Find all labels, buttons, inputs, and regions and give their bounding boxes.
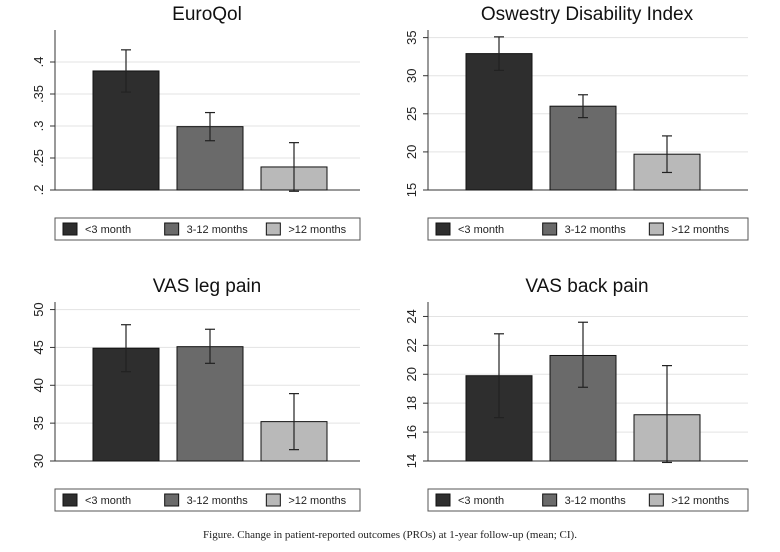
figure-caption: Figure. Change in patient-reported outco…: [203, 529, 577, 541]
legend-box: [427, 488, 749, 512]
legend-label: <3 month: [458, 224, 504, 236]
chart-panel: VAS leg pain 30 35 40 45 50 <3 month 3-12 month…: [31, 276, 361, 512]
y-tick-label: 22: [404, 338, 419, 352]
legend-label: 3-12 months: [565, 224, 627, 236]
legend-label: 3-12 months: [187, 495, 249, 507]
chart-panel: VAS back pain 14 16 18 20 22 24 <3 month 3-12 mo…: [404, 276, 749, 512]
legend-label: >12 months: [288, 224, 346, 236]
legend-label: >12 months: [288, 495, 346, 507]
legend-swatch: [265, 493, 281, 507]
chart-title: VAS back pain: [525, 276, 648, 297]
chart-title: VAS leg pain: [153, 276, 261, 297]
legend-swatch: [164, 222, 180, 236]
legend-label: >12 months: [671, 495, 729, 507]
bar: [465, 53, 533, 191]
chart-panel: Oswestry Disability Index 15 20 25 30 35 <3 mo…: [404, 4, 749, 241]
legend-label: <3 month: [85, 224, 131, 236]
y-tick-label: .35: [31, 85, 46, 103]
bar: [549, 105, 617, 191]
y-tick-label: 15: [404, 183, 419, 197]
y-tick-label: 30: [31, 454, 46, 468]
y-tick-label: 20: [404, 367, 419, 381]
legend-swatch: [435, 493, 451, 507]
legend-swatch: [542, 493, 558, 507]
legend-box: [427, 217, 749, 241]
y-tick-label: .3: [31, 121, 46, 132]
y-tick-label: 35: [31, 416, 46, 430]
y-tick-label: .2: [31, 185, 46, 196]
legend-swatch: [265, 222, 281, 236]
y-tick-label: .4: [31, 57, 46, 68]
y-tick-label: 25: [404, 107, 419, 121]
y-tick-label: 35: [404, 30, 419, 44]
y-tick-label: .25: [31, 149, 46, 167]
bar: [176, 346, 244, 462]
legend-box: [54, 217, 361, 241]
y-tick-label: 18: [404, 396, 419, 410]
legend-label: 3-12 months: [187, 224, 249, 236]
legend-swatch: [648, 222, 664, 236]
y-tick-label: 16: [404, 425, 419, 439]
legend-swatch: [164, 493, 180, 507]
legend-swatch: [62, 222, 78, 236]
y-tick-label: 30: [404, 68, 419, 82]
y-tick-label: 20: [404, 145, 419, 159]
chart-title: Oswestry Disability Index: [481, 4, 694, 25]
chart-panel: EuroQol .2 .25 .3 .35 .4 <3 month 3-12 months >1…: [31, 4, 361, 241]
legend-box: [54, 488, 361, 512]
chart-title: EuroQol: [172, 4, 242, 25]
legend-label: 3-12 months: [565, 495, 627, 507]
legend-swatch: [435, 222, 451, 236]
y-tick-label: 45: [31, 340, 46, 354]
y-tick-label: 40: [31, 378, 46, 392]
legend-swatch: [542, 222, 558, 236]
legend-swatch: [62, 493, 78, 507]
y-tick-label: 24: [404, 309, 419, 323]
legend-label: <3 month: [85, 495, 131, 507]
y-tick-label: 14: [404, 454, 419, 468]
chart-panels: EuroQol .2 .25 .3 .35 .4 <3 month 3-12 months >1…: [31, 4, 749, 512]
legend-label: >12 months: [671, 224, 729, 236]
y-tick-label: 50: [31, 302, 46, 316]
legend-swatch: [648, 493, 664, 507]
legend-label: <3 month: [458, 495, 504, 507]
